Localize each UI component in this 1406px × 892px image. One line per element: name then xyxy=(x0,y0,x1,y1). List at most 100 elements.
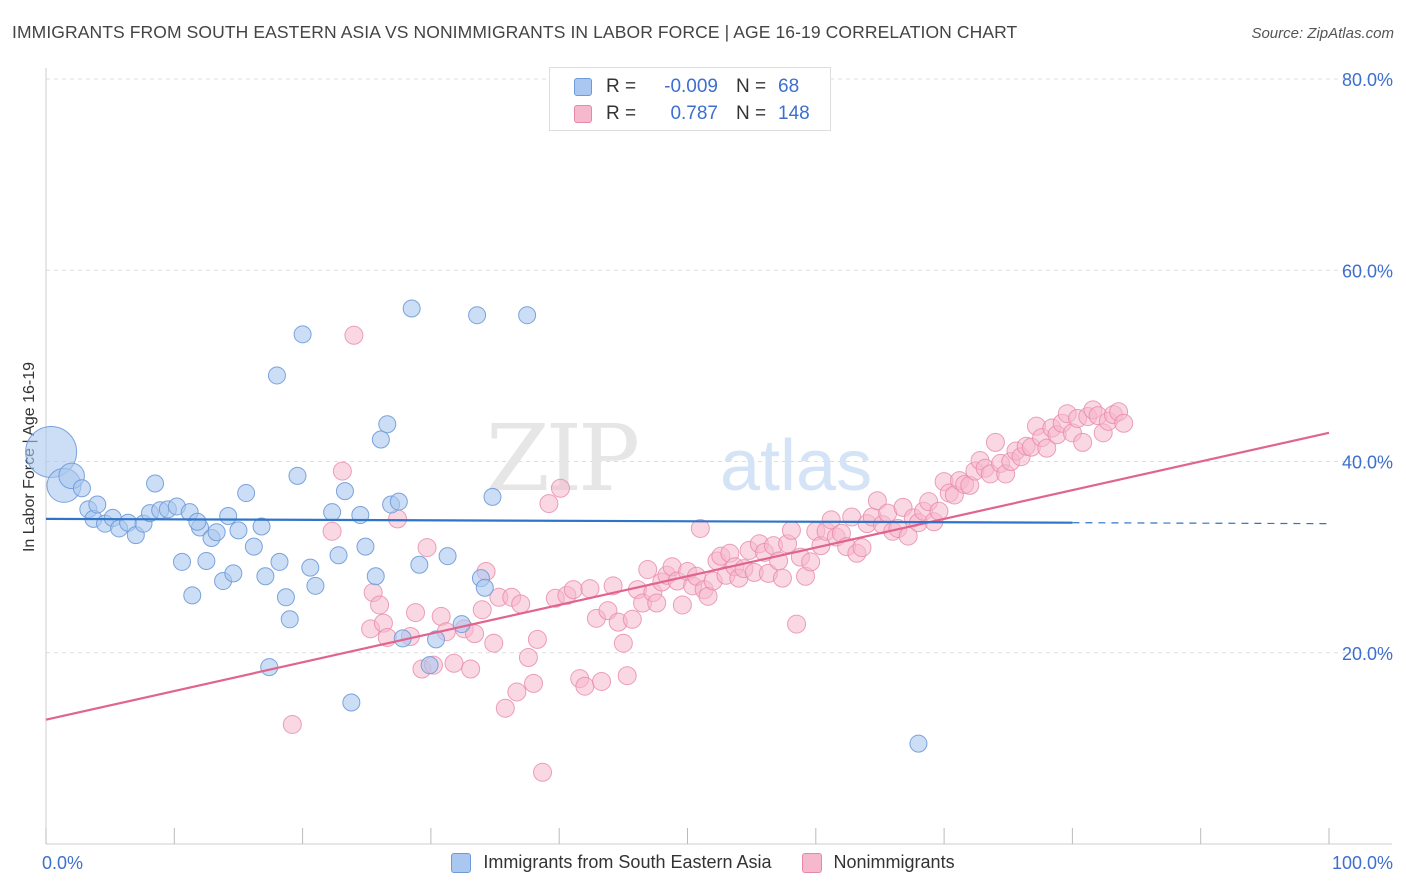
legend-n-label: N = xyxy=(736,103,767,124)
immigrants-point xyxy=(207,523,226,542)
nonimmigrants-point xyxy=(484,633,504,653)
legend-n-label: N = xyxy=(736,76,767,97)
immigrants-point xyxy=(438,547,457,566)
nonimmigrants-point xyxy=(772,568,792,588)
legend-n-value: 68 xyxy=(778,76,800,97)
axes xyxy=(45,68,1392,845)
nonimmigrants-point xyxy=(518,648,538,668)
legend-swatch-blue xyxy=(451,852,472,873)
legend-row-nonimmigrants: R = 0.787 N = 148 xyxy=(550,100,810,128)
legend-n-value: 148 xyxy=(778,103,810,124)
nonimmigrants-point xyxy=(282,714,302,734)
tick-labels: 20.0% 40.0% 60.0% 80.0% 0.0% 100.0% xyxy=(42,70,1393,873)
nonimmigrants-point xyxy=(1114,413,1134,433)
y-tick-label: 60.0% xyxy=(1342,261,1393,281)
watermark-atlas: atlas xyxy=(720,426,872,506)
x-tick-label: 100.0% xyxy=(1332,853,1393,873)
immigrants-point xyxy=(410,555,429,574)
stats-legend: R = -0.009 N = 68 R = 0.787 N = 148 xyxy=(549,67,831,131)
immigrants-point xyxy=(224,564,243,583)
immigrants-point xyxy=(342,693,361,712)
immigrants-point xyxy=(72,479,91,498)
immigrants-point xyxy=(267,366,286,385)
nonimmigrants-point xyxy=(524,673,544,693)
immigrants-point xyxy=(356,537,375,556)
immigrants-point xyxy=(468,306,487,325)
nonimmigrants-point xyxy=(781,520,801,540)
nonimmigrants-point xyxy=(417,538,437,558)
nonimmigrants-point xyxy=(563,580,583,600)
nonimmigrants-point xyxy=(821,510,841,530)
nonimmigrants-point xyxy=(617,666,637,686)
immigrants-point xyxy=(518,306,537,325)
immigrants-point xyxy=(323,503,342,522)
nonimmigrants-point xyxy=(647,593,667,613)
immigrants-point xyxy=(301,558,320,577)
nonimmigrants-point xyxy=(511,594,531,614)
nonimmigrants-point xyxy=(852,538,872,558)
nonimmigrants-point xyxy=(472,600,492,620)
nonimmigrants-point xyxy=(985,432,1005,452)
nonimmigrants-point xyxy=(332,461,352,481)
immigrants-point xyxy=(244,537,263,556)
legend-r-label: R = xyxy=(606,76,637,97)
nonimmigrants-point xyxy=(344,325,364,345)
immigrants-point xyxy=(280,610,299,629)
y-tick-label: 80.0% xyxy=(1342,70,1393,90)
nonimmigrants-points xyxy=(282,325,1134,782)
nonimmigrants-point xyxy=(867,491,887,511)
immigrants-point xyxy=(293,325,312,344)
immigrants-point xyxy=(276,588,295,607)
nonimmigrants-point xyxy=(622,609,642,629)
immigrants-point xyxy=(256,567,275,586)
nonimmigrants-point xyxy=(550,478,570,498)
nonimmigrants-point xyxy=(580,579,600,599)
nonimmigrants-point xyxy=(672,595,692,615)
immigrants-point xyxy=(270,552,289,571)
nonimmigrants-point xyxy=(690,518,710,538)
nonimmigrants-point xyxy=(575,676,595,696)
immigrants-point xyxy=(329,546,348,565)
legend-label-immigrants: Immigrants from South Eastern Asia xyxy=(483,852,772,872)
nonimmigrants-point xyxy=(592,671,612,691)
immigrants-trend-line xyxy=(45,517,1073,524)
immigrants-point xyxy=(335,482,354,501)
watermark: ZIP atlas xyxy=(486,405,872,512)
immigrants-point xyxy=(452,615,471,634)
nonimmigrants-point xyxy=(507,682,527,702)
immigrants-point xyxy=(188,512,207,531)
immigrants-point xyxy=(288,466,307,485)
nonimmigrants-point xyxy=(322,521,342,541)
immigrants-point xyxy=(197,551,216,570)
trend-lines xyxy=(45,431,1330,721)
legend-label-nonimmigrants: Nonimmigrants xyxy=(833,852,955,872)
legend-item-nonimmigrants[interactable]: Nonimmigrants xyxy=(801,852,955,873)
nonimmigrants-point xyxy=(533,762,553,782)
source-label: Source: ZipAtlas.com xyxy=(1251,25,1394,42)
immigrants-point xyxy=(172,552,191,571)
immigrants-point xyxy=(260,658,279,677)
immigrants-point xyxy=(219,507,238,526)
nonimmigrants-point xyxy=(603,576,623,596)
nonimmigrants-point xyxy=(370,595,390,615)
immigrants-trend-extension xyxy=(1072,522,1330,525)
nonimmigrants-point xyxy=(527,629,547,649)
y-tick-label: 20.0% xyxy=(1342,644,1393,664)
immigrants-point xyxy=(237,484,256,503)
legend-r-value: -0.009 xyxy=(664,76,718,97)
nonimmigrants-point xyxy=(444,653,464,673)
immigrants-point xyxy=(475,578,494,597)
immigrants-point xyxy=(378,415,397,434)
legend-r-value: 0.787 xyxy=(670,103,718,124)
immigrants-point xyxy=(420,656,439,675)
legend-item-immigrants[interactable]: Immigrants from South Eastern Asia xyxy=(451,852,772,873)
x-tick-label: 0.0% xyxy=(42,853,83,873)
immigrants-point xyxy=(371,430,390,449)
legend-r-label: R = xyxy=(606,103,637,124)
immigrants-point xyxy=(146,474,165,493)
nonimmigrants-point xyxy=(1037,438,1057,458)
nonimmigrants-point xyxy=(613,633,633,653)
immigrants-point xyxy=(183,586,202,605)
immigrants-point xyxy=(366,567,385,586)
legend-row-immigrants: R = -0.009 N = 68 xyxy=(550,73,799,101)
